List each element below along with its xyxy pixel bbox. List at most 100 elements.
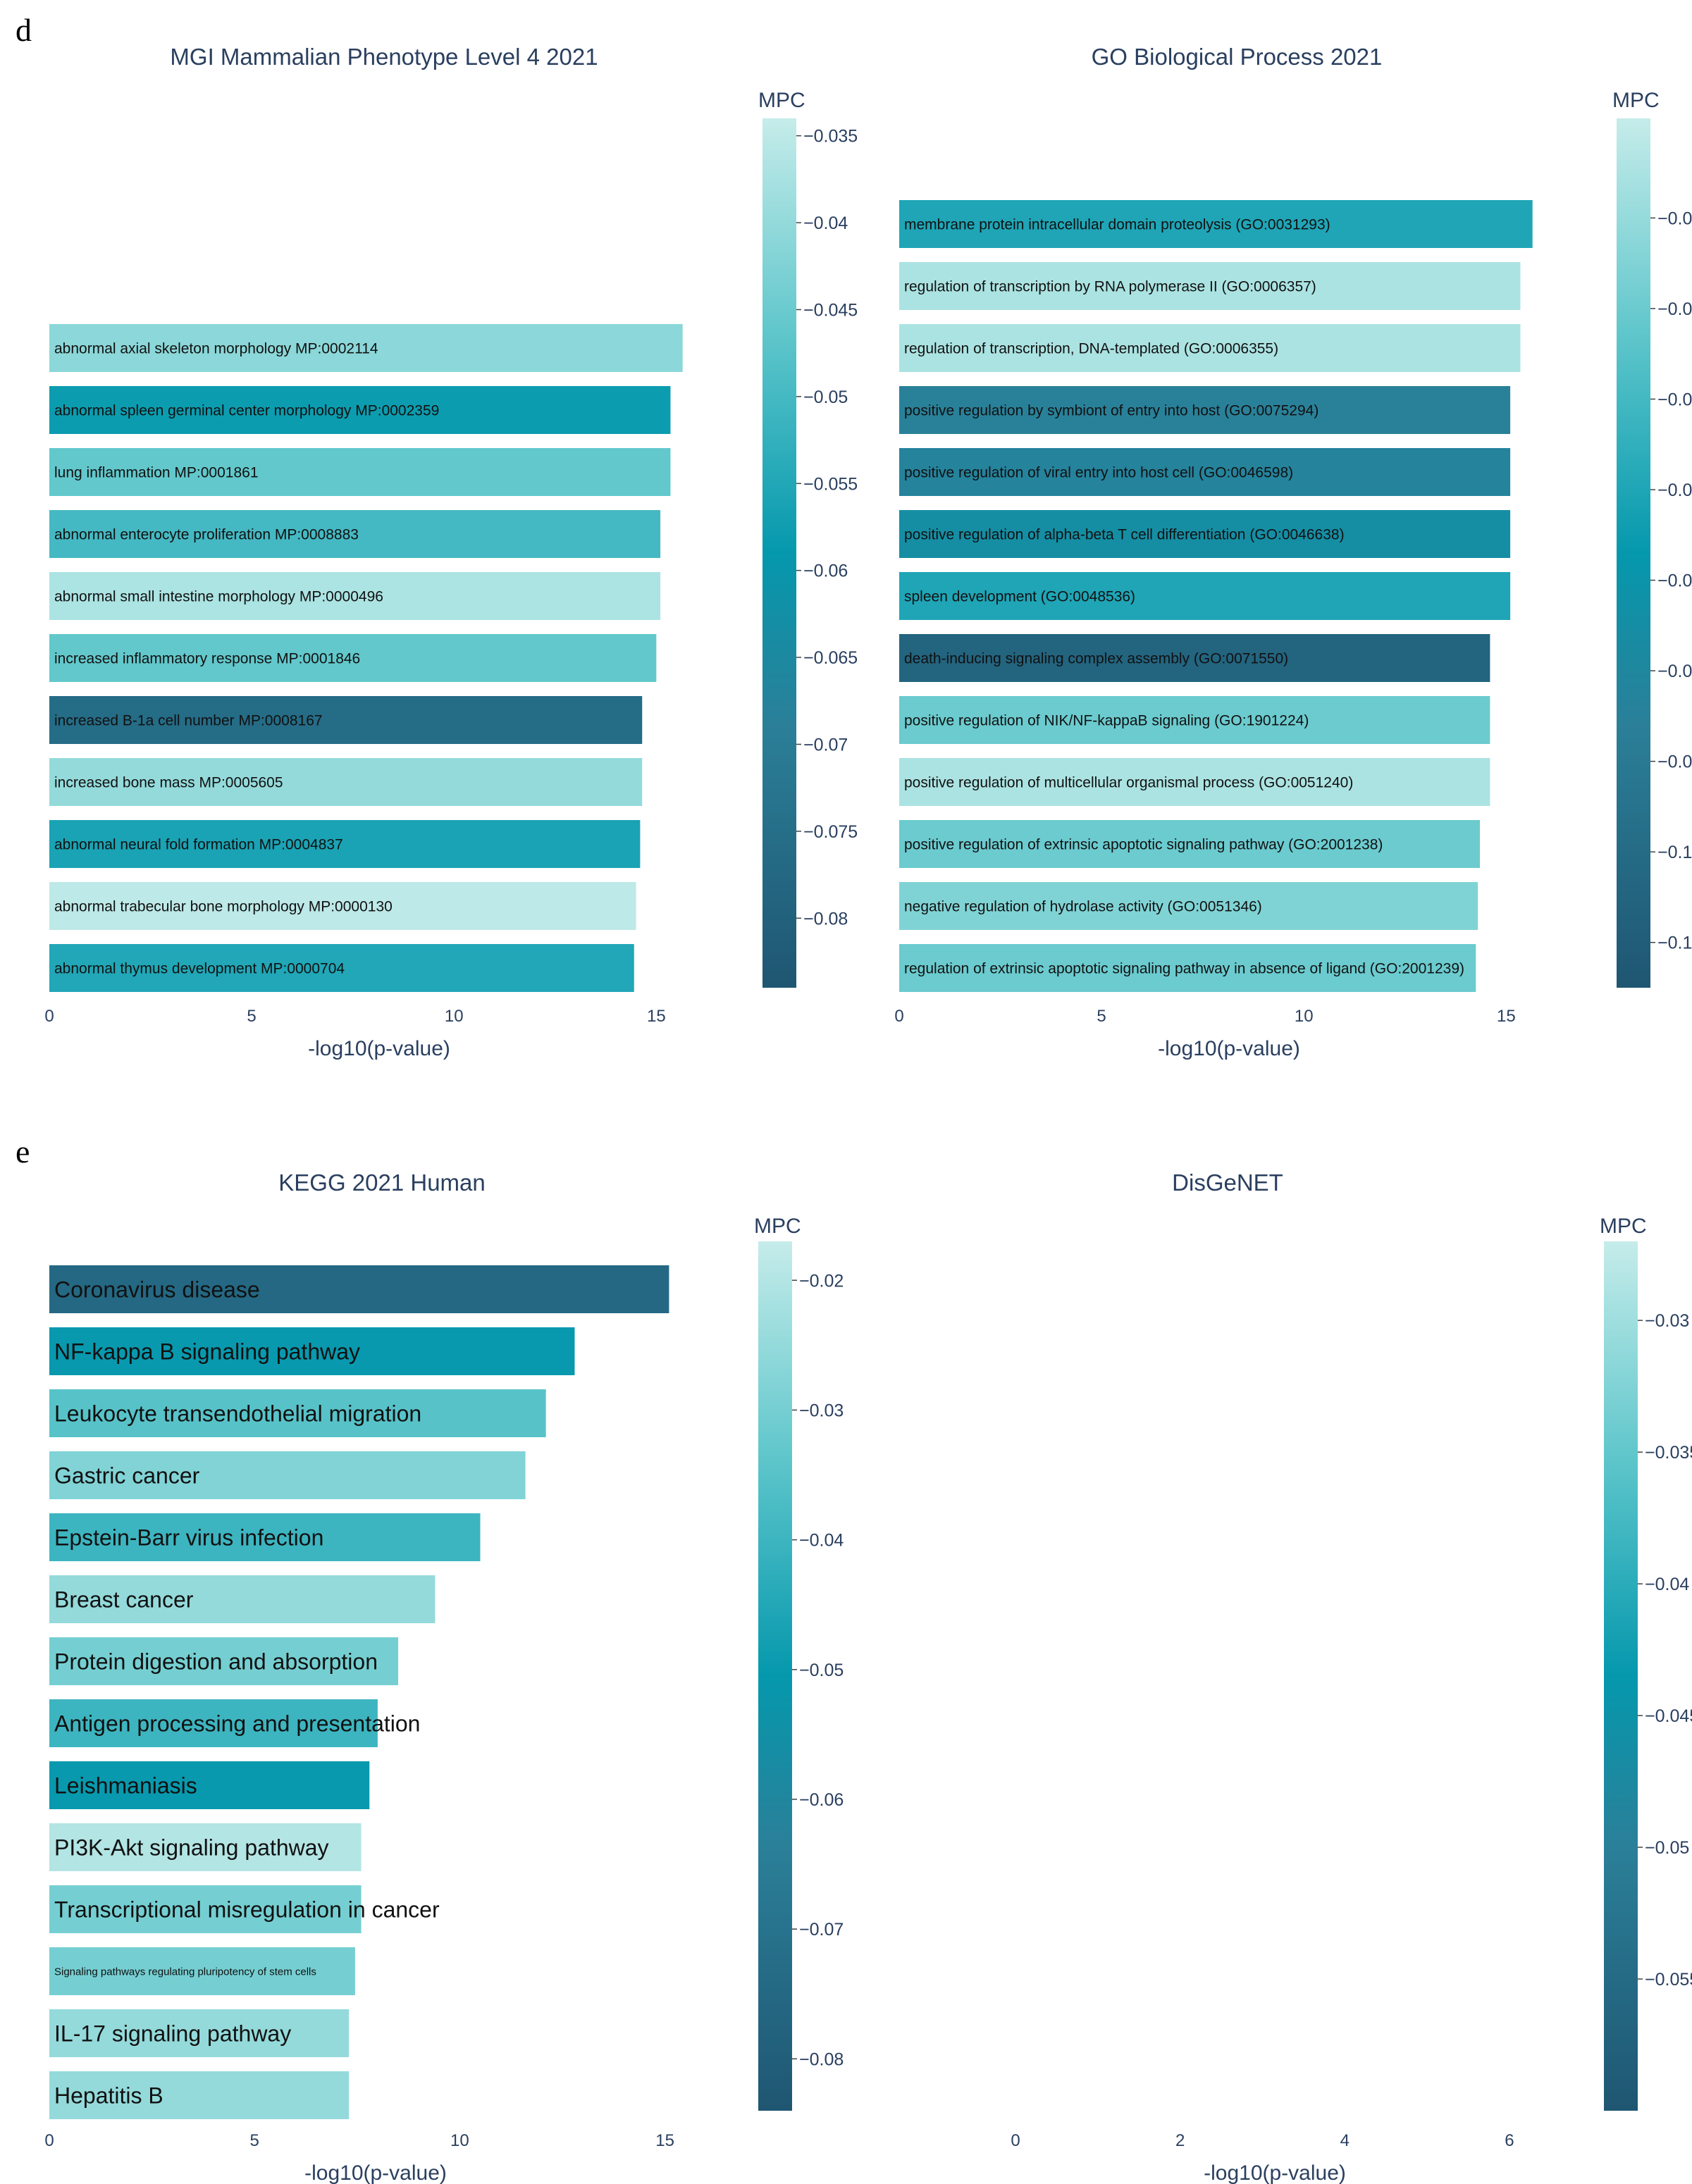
bar bbox=[899, 448, 1511, 496]
bar bbox=[49, 820, 641, 868]
bar-label: Signaling pathways regulating pluripoten… bbox=[54, 1966, 316, 1978]
bar-label: regulation of transcription, DNA-templat… bbox=[904, 341, 1278, 357]
bar-label: Breast cancer bbox=[54, 1587, 194, 1613]
bar-label: abnormal small intestine morphology MP:0… bbox=[54, 589, 383, 605]
bar-label: death-inducing signaling complex assembl… bbox=[904, 651, 1288, 667]
bar bbox=[49, 944, 634, 992]
colorbar-tick-label: −0.04 bbox=[799, 1531, 844, 1551]
bar-label: increased bone mass MP:0005605 bbox=[54, 775, 283, 791]
bar-label: regulation of extrinsic apoptotic signal… bbox=[904, 961, 1464, 977]
bar bbox=[49, 1265, 669, 1313]
colorbar bbox=[1604, 1241, 1638, 2111]
chart-title: GO Biological Process 2021 bbox=[1092, 44, 1383, 70]
x-tick-label: 5 bbox=[1097, 1007, 1106, 1026]
bar bbox=[49, 634, 657, 682]
colorbar-tick-label: −0.08 bbox=[1657, 662, 1692, 681]
bar bbox=[49, 758, 643, 806]
colorbar-tick-label: −0.03 bbox=[1645, 1311, 1689, 1331]
x-tick-label: 0 bbox=[894, 1007, 903, 1026]
bar-label: Transcriptional misregulation in cancer bbox=[54, 1897, 440, 1923]
bar bbox=[49, 1823, 362, 1871]
bar-label: increased inflammatory response MP:00018… bbox=[54, 651, 360, 667]
x-tick-label: 10 bbox=[445, 1007, 464, 1026]
x-tick-label: 10 bbox=[450, 2131, 469, 2150]
colorbar-tick-label: −0.045 bbox=[1645, 1706, 1692, 1726]
colorbar-tick-label: −0.04 bbox=[1657, 299, 1692, 319]
bar-label: Leukocyte transendothelial migration bbox=[54, 1401, 421, 1427]
bar bbox=[899, 572, 1511, 620]
colorbar-tick-label: −0.06 bbox=[803, 561, 848, 581]
colorbar-tick-label: −0.07 bbox=[799, 1920, 844, 1940]
colorbar-tick-label: −0.1 bbox=[1657, 843, 1692, 862]
bar bbox=[49, 1327, 575, 1375]
bar-label: membrane protein intracellular domain pr… bbox=[904, 217, 1330, 233]
colorbar-title: MPC bbox=[1600, 1215, 1647, 1238]
bar-label: PI3K-Akt signaling pathway bbox=[54, 1835, 329, 1861]
bar-label: lung inflammation MP:0001861 bbox=[54, 465, 259, 481]
x-tick-label: 15 bbox=[655, 2131, 674, 2150]
x-tick-label: 0 bbox=[44, 1007, 54, 1026]
colorbar-tick-label: −0.055 bbox=[803, 474, 858, 494]
colorbar-tick-label: −0.08 bbox=[803, 909, 848, 929]
colorbar-tick-label: −0.09 bbox=[1657, 752, 1692, 772]
bar bbox=[49, 448, 671, 496]
x-tick-label: 15 bbox=[1497, 1007, 1516, 1026]
x-tick-label: 5 bbox=[250, 2131, 259, 2150]
colorbar-title: MPC bbox=[754, 1215, 801, 1238]
bar-label: abnormal thymus development MP:0000704 bbox=[54, 961, 345, 977]
bar-label: Gastric cancer bbox=[54, 1463, 200, 1489]
x-tick-label: 5 bbox=[247, 1007, 256, 1026]
bar-label: Antigen processing and presentation bbox=[54, 1711, 420, 1737]
bar bbox=[49, 2071, 350, 2119]
bar-label: positive regulation of alpha-beta T cell… bbox=[904, 527, 1345, 543]
x-tick-label: 15 bbox=[647, 1007, 666, 1026]
bar-label: abnormal spleen germinal center morpholo… bbox=[54, 403, 439, 419]
bar bbox=[899, 324, 1521, 372]
bar bbox=[49, 882, 636, 930]
x-tick-label: 0 bbox=[1011, 2131, 1020, 2150]
chart-1: MGI Mammalian Phenotype Level 4 2021 abno… bbox=[44, 44, 858, 1060]
bar-label: NF-kappa B signaling pathway bbox=[54, 1339, 360, 1365]
colorbar-tick-label: −0.075 bbox=[803, 822, 858, 842]
bar bbox=[49, 1761, 370, 1809]
bar-label: Coronavirus disease bbox=[54, 1277, 260, 1303]
bar bbox=[899, 820, 1481, 868]
x-tick-label: 6 bbox=[1505, 2131, 1514, 2150]
colorbar-tick-label: −0.06 bbox=[1657, 480, 1692, 500]
colorbar-tick-label: −0.035 bbox=[803, 127, 858, 147]
colorbar-tick-label: −0.065 bbox=[803, 648, 858, 668]
bar-label: negative regulation of hydrolase activit… bbox=[904, 899, 1262, 915]
bar-label: abnormal axial skeleton morphology MP:00… bbox=[54, 341, 378, 357]
colorbar-tick-label: −0.04 bbox=[803, 213, 848, 233]
colorbar-tick-label: −0.05 bbox=[1657, 390, 1692, 409]
bar bbox=[49, 1699, 378, 1747]
bar bbox=[899, 386, 1511, 434]
bar-label: positive regulation of multicellular org… bbox=[904, 775, 1353, 791]
bar-label: spleen development (GO:0048536) bbox=[904, 589, 1135, 605]
bar-label: abnormal neural fold formation MP:000483… bbox=[54, 837, 343, 853]
bar bbox=[49, 510, 661, 558]
colorbar bbox=[758, 1241, 792, 2111]
bar-label: Epstein-Barr virus infection bbox=[54, 1525, 323, 1551]
colorbar-tick-label: −0.055 bbox=[1645, 1970, 1692, 1990]
bar bbox=[49, 1513, 481, 1561]
x-axis-label: -log10(p-value) bbox=[1204, 2161, 1346, 2184]
chart-4: DisGeNET 0 2 4 6 -log10(p-value) MPC −0.03 −0.03… bbox=[1011, 1169, 1692, 2184]
chart-2: GO Biological Process 2021 membrane prote… bbox=[894, 44, 1692, 1060]
bar bbox=[899, 696, 1490, 744]
chart-3: KEGG 2021 Human Coronavirus disease NF-kap… bbox=[44, 1169, 844, 2184]
colorbar-tick-label: −0.05 bbox=[803, 387, 848, 407]
bar bbox=[899, 200, 1533, 248]
bar-label: IL-17 signaling pathway bbox=[54, 2021, 291, 2047]
colorbar-tick-label: −0.03 bbox=[799, 1401, 844, 1420]
chart-title: KEGG 2021 Human bbox=[278, 1169, 486, 1196]
bar-label: abnormal enterocyte proliferation MP:000… bbox=[54, 527, 359, 543]
bar-label: positive regulation of NIK/NF-kappaB sig… bbox=[904, 713, 1309, 729]
bar bbox=[899, 882, 1478, 930]
x-tick-label: 10 bbox=[1295, 1007, 1314, 1026]
colorbar-tick-label: −0.03 bbox=[1657, 209, 1692, 228]
colorbar-tick-label: −0.05 bbox=[799, 1661, 844, 1680]
colorbar-title: MPC bbox=[1612, 89, 1660, 112]
bar bbox=[49, 2009, 350, 2057]
